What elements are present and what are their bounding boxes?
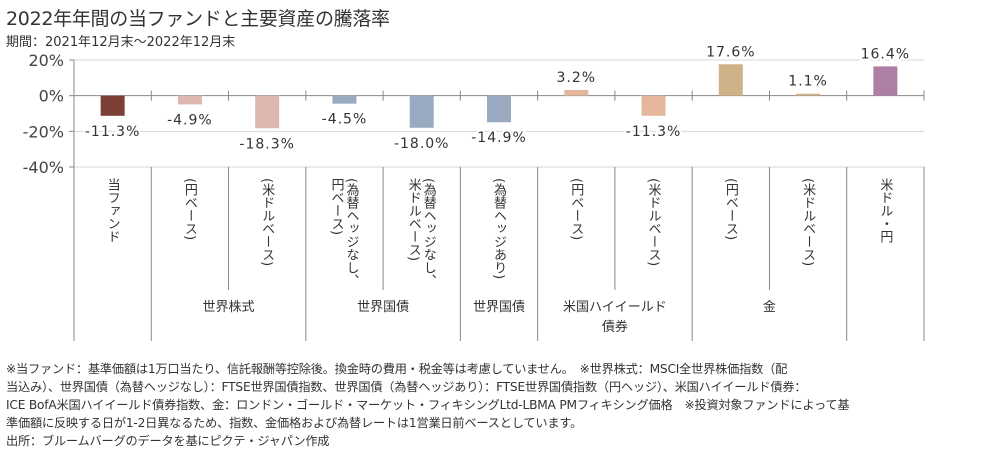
category-label: 当ファンド <box>104 178 120 243</box>
data-label: -14.9% <box>471 130 527 146</box>
y-tick-label: -20% <box>23 122 64 141</box>
y-tick-label: 20% <box>28 51 64 70</box>
data-label: -18.3% <box>239 136 295 152</box>
bar <box>564 89 589 96</box>
group-label: 世界国債 <box>472 300 525 315</box>
bar <box>718 64 743 96</box>
category-label: 米ドル・円 <box>877 178 893 243</box>
data-label: -4.5% <box>322 112 368 128</box>
data-label: -11.3% <box>626 124 682 140</box>
category-label: (為替ヘッジなし、 円ベース) <box>328 178 359 288</box>
group-label: 世界国債 <box>357 300 410 315</box>
bar <box>177 95 202 105</box>
category-label: (米ドルベース) <box>800 178 816 267</box>
footnotes: ※当ファンド：基準価額は1万口当たり、信託報酬等控除後。換金時の費用・税金等は考… <box>6 360 981 450</box>
data-label: -4.9% <box>167 112 213 128</box>
data-label: 1.1% <box>788 74 828 90</box>
data-label: 3.2% <box>556 70 596 86</box>
footnote-line: 準価額に反映する日が1-2日異なるため、指数、金価格および為替レートは1営業日前… <box>6 416 583 430</box>
footnote-line: 当込み）、世界国債（為替ヘッジなし）：FTSE世界国債指数、世界国債（為替ヘッジ… <box>6 380 807 394</box>
chart-title: 2022年年間の当ファンドと主要資産の騰落率 <box>6 8 390 30</box>
footnote-line: ICE BofA米国ハイイールド債券指数、金：ロンドン・ゴールド・マーケット・フ… <box>6 398 850 412</box>
bar <box>873 66 898 96</box>
footnote-line: ※当ファンド：基準価額は1万口当たり、信託報酬等控除後。換金時の費用・税金等は考… <box>6 362 788 376</box>
bar <box>409 95 434 128</box>
bar-chart: 20% 0% -20% -40% -11.3% -4.9% -18.3% -4.5% -18.0… <box>23 42 925 341</box>
group-label: 米国ハイイールド 債券 <box>563 300 667 335</box>
group-label: 金 <box>762 300 776 315</box>
data-label: 17.6% <box>706 44 755 60</box>
group-label: 世界株式 <box>202 300 255 315</box>
y-tick-label: -40% <box>23 158 64 177</box>
bar <box>487 95 511 123</box>
data-label: -18.0% <box>394 136 450 152</box>
category-label: (米ドルベース) <box>259 178 275 267</box>
bar <box>255 95 280 129</box>
bar <box>100 95 125 116</box>
category-label: (円ベース) <box>722 178 738 241</box>
bar <box>796 93 821 96</box>
category-label: (円ベース) <box>568 178 584 241</box>
y-tick-label: 0% <box>39 87 64 106</box>
data-label: 16.4% <box>861 46 910 62</box>
bar <box>332 95 357 104</box>
category-label: (米ドルベース) <box>645 178 661 267</box>
category-label: (為替ヘッジなし、 米ドルベース) <box>405 178 436 288</box>
chart-subtitle: 期間：2021年12月末～2022年12月末 <box>6 35 236 50</box>
category-label: (為替ヘッジあり) <box>491 178 506 280</box>
bar <box>641 95 666 116</box>
category-label: (円ベース) <box>181 178 197 241</box>
footnote-source: 出所：ブルームバーグのデータを基にピクテ・ジャパン作成 <box>6 434 330 448</box>
data-label: -11.3% <box>85 124 141 140</box>
